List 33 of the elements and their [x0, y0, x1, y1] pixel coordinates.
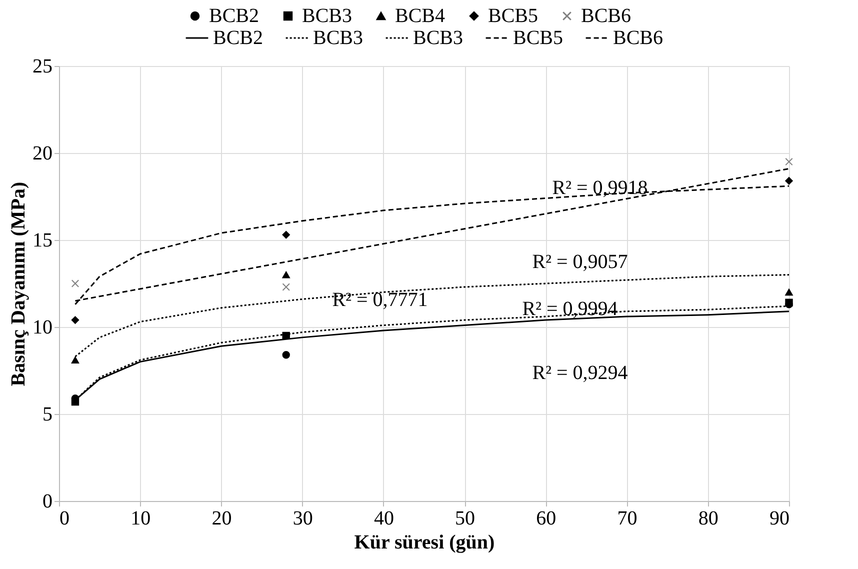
- legend-label: BCB3: [413, 27, 464, 49]
- annotation: R² = 0,7771: [332, 289, 428, 311]
- x-tick-label: 30: [292, 508, 313, 530]
- x-tick-label: 60: [536, 508, 556, 530]
- x-axis-title: Kür süresi (gün): [354, 532, 495, 554]
- annotation: R² = 0,9057: [532, 251, 628, 273]
- legend-label: BCB4: [395, 5, 446, 27]
- x-tick-label: 50: [455, 508, 476, 530]
- annotation: R² = 0,9994: [522, 298, 618, 320]
- y-axis-title: Basınç Dayanımı (MPa): [8, 182, 30, 386]
- x-tick-label: 80: [698, 508, 718, 530]
- x-tick-label: 10: [130, 508, 151, 530]
- y-tick-label: 5: [42, 404, 52, 426]
- annotation: R² = 0,9294: [532, 362, 628, 384]
- y-tick-label: 10: [32, 316, 52, 338]
- y-tick-label: 25: [32, 56, 52, 78]
- y-tick-label: 15: [32, 230, 52, 252]
- legend-label: BCB2: [209, 5, 260, 27]
- annotation: R² = 0,9918: [552, 177, 648, 199]
- y-tick-label: 0: [42, 490, 52, 512]
- x-tick-label: 40: [374, 508, 394, 530]
- x-tick-label: 90: [770, 508, 790, 530]
- x-tick-label: 20: [212, 508, 232, 530]
- x-tick-label: 0: [60, 508, 70, 530]
- x-tick-label: 70: [617, 508, 638, 530]
- legend-label: BCB5: [488, 5, 538, 27]
- legend-label: BCB6: [581, 5, 632, 27]
- legend-label: BCB6: [613, 27, 664, 49]
- legend-label: BCB5: [513, 27, 564, 49]
- legend-label: BCB2: [213, 27, 264, 49]
- legend-label: BCB3: [313, 27, 364, 49]
- y-tick-label: 20: [32, 142, 52, 164]
- legend-label: BCB3: [302, 5, 352, 27]
